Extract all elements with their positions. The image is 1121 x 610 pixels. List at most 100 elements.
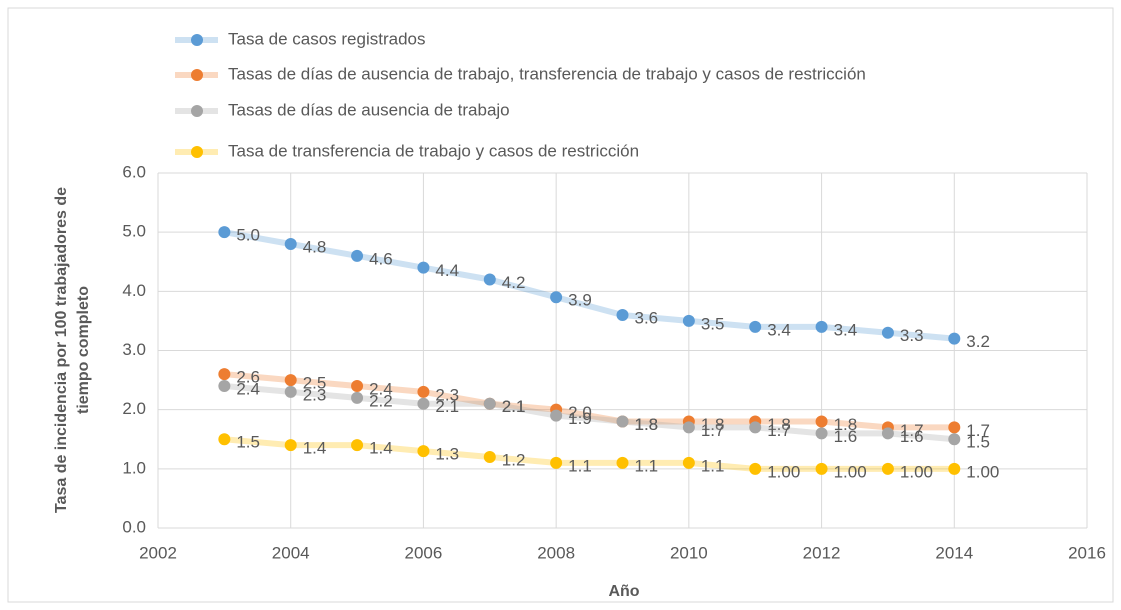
data-label: 2.4 [236, 379, 260, 398]
data-point [550, 291, 563, 304]
x-tick-label: 2004 [272, 543, 310, 562]
data-label: 1.3 [435, 445, 459, 464]
data-point [749, 421, 762, 434]
data-label: 3.2 [966, 332, 990, 351]
data-point [948, 433, 961, 446]
data-point [682, 314, 695, 327]
legend-marker [191, 105, 203, 117]
data-label: 1.6 [834, 427, 858, 446]
data-label: 1.6 [900, 427, 924, 446]
x-axis-title: Año [608, 583, 639, 600]
data-point [550, 409, 563, 422]
data-label: 1.5 [236, 433, 260, 452]
data-point [351, 380, 364, 392]
x-tick-label: 2008 [537, 543, 575, 562]
data-point [881, 427, 894, 440]
data-point [218, 368, 231, 381]
y-axis-title-line: Tasa de incidencia por 100 trabajadores … [53, 187, 70, 513]
data-point [351, 439, 364, 452]
data-label: 1.1 [568, 456, 592, 475]
chart-border [7, 7, 1114, 603]
data-point [881, 326, 894, 339]
data-point [218, 380, 231, 392]
data-point [284, 238, 297, 250]
data-point [815, 320, 828, 333]
data-label: 1.7 [966, 421, 990, 440]
x-tick-label: 2010 [670, 543, 708, 562]
data-label: 1.00 [966, 462, 999, 481]
data-label: 2.0 [568, 403, 592, 422]
y-axis-title: Tasa de incidencia por 100 trabajadores … [53, 187, 92, 513]
data-point [948, 421, 961, 434]
data-label: 2.6 [236, 368, 260, 387]
x-tick-label: 2012 [803, 543, 841, 562]
series-line [221, 229, 958, 342]
legend-label: Tasas de días de ausencia de trabajo [228, 100, 510, 119]
data-label: 1.4 [303, 439, 327, 458]
data-point [616, 309, 629, 321]
x-tick-label: 2002 [139, 543, 177, 562]
legend-marker [191, 69, 203, 81]
x-tick-label: 2014 [935, 543, 973, 562]
data-label: 1.1 [701, 456, 725, 475]
data-label: 1.5 [966, 433, 990, 452]
data-label: 2.1 [502, 397, 526, 416]
data-label: 1.8 [635, 415, 659, 434]
legend-label: Tasa de casos registrados [228, 29, 426, 48]
data-point [417, 397, 430, 410]
data-label: 4.4 [435, 261, 459, 280]
data-label: 2.4 [369, 379, 393, 398]
data-label: 1.00 [767, 462, 800, 481]
data-point [284, 439, 297, 452]
x-tick-label: 2006 [405, 543, 443, 562]
data-label: 2.2 [369, 391, 393, 410]
data-point [815, 462, 828, 475]
data-point [881, 462, 894, 475]
data-point [284, 374, 297, 387]
data-label: 1.8 [635, 415, 659, 434]
legend-marker [191, 34, 203, 46]
y-tick-label: 3.0 [122, 340, 146, 359]
legend-label: Tasa de transferencia de trabajo y casos… [228, 141, 639, 160]
data-point [483, 397, 496, 410]
y-tick-label: 4.0 [122, 281, 146, 300]
data-label: 3.9 [568, 291, 592, 310]
y-tick-label: 1.0 [122, 458, 146, 477]
series-line [221, 383, 958, 443]
x-tick-label: 2016 [1068, 543, 1106, 562]
data-label: 5.0 [236, 226, 260, 245]
data-label: 1.8 [834, 415, 858, 434]
data-label: 1.00 [834, 462, 867, 481]
data-point [417, 261, 430, 274]
data-label: 1.00 [900, 462, 933, 481]
data-label: 3.3 [900, 326, 924, 345]
data-point [948, 332, 961, 345]
data-label: 2.1 [435, 397, 459, 416]
data-point [218, 226, 231, 239]
data-label: 2.1 [502, 397, 526, 416]
data-label: 2.3 [435, 385, 459, 404]
data-point [351, 249, 364, 262]
data-point [749, 462, 762, 475]
data-label: 1.8 [767, 415, 791, 434]
data-label: 1.4 [369, 439, 393, 458]
data-label: 3.4 [767, 320, 791, 339]
y-axis-title-line: tiempo completo [75, 286, 92, 414]
y-tick-label: 6.0 [122, 162, 146, 181]
data-point [483, 273, 496, 286]
data-label: 1.7 [900, 421, 924, 440]
data-point [284, 385, 297, 398]
data-label: 1.2 [502, 450, 526, 469]
data-label: 1.7 [701, 421, 725, 440]
data-point [483, 451, 496, 463]
data-point [616, 415, 629, 428]
series-line [221, 371, 958, 431]
legend-marker [191, 146, 203, 158]
data-point [682, 421, 695, 434]
data-label: 2.5 [303, 374, 327, 393]
data-point [815, 427, 828, 440]
data-label: 1.9 [568, 409, 592, 428]
y-tick-label: 0.0 [122, 517, 146, 536]
